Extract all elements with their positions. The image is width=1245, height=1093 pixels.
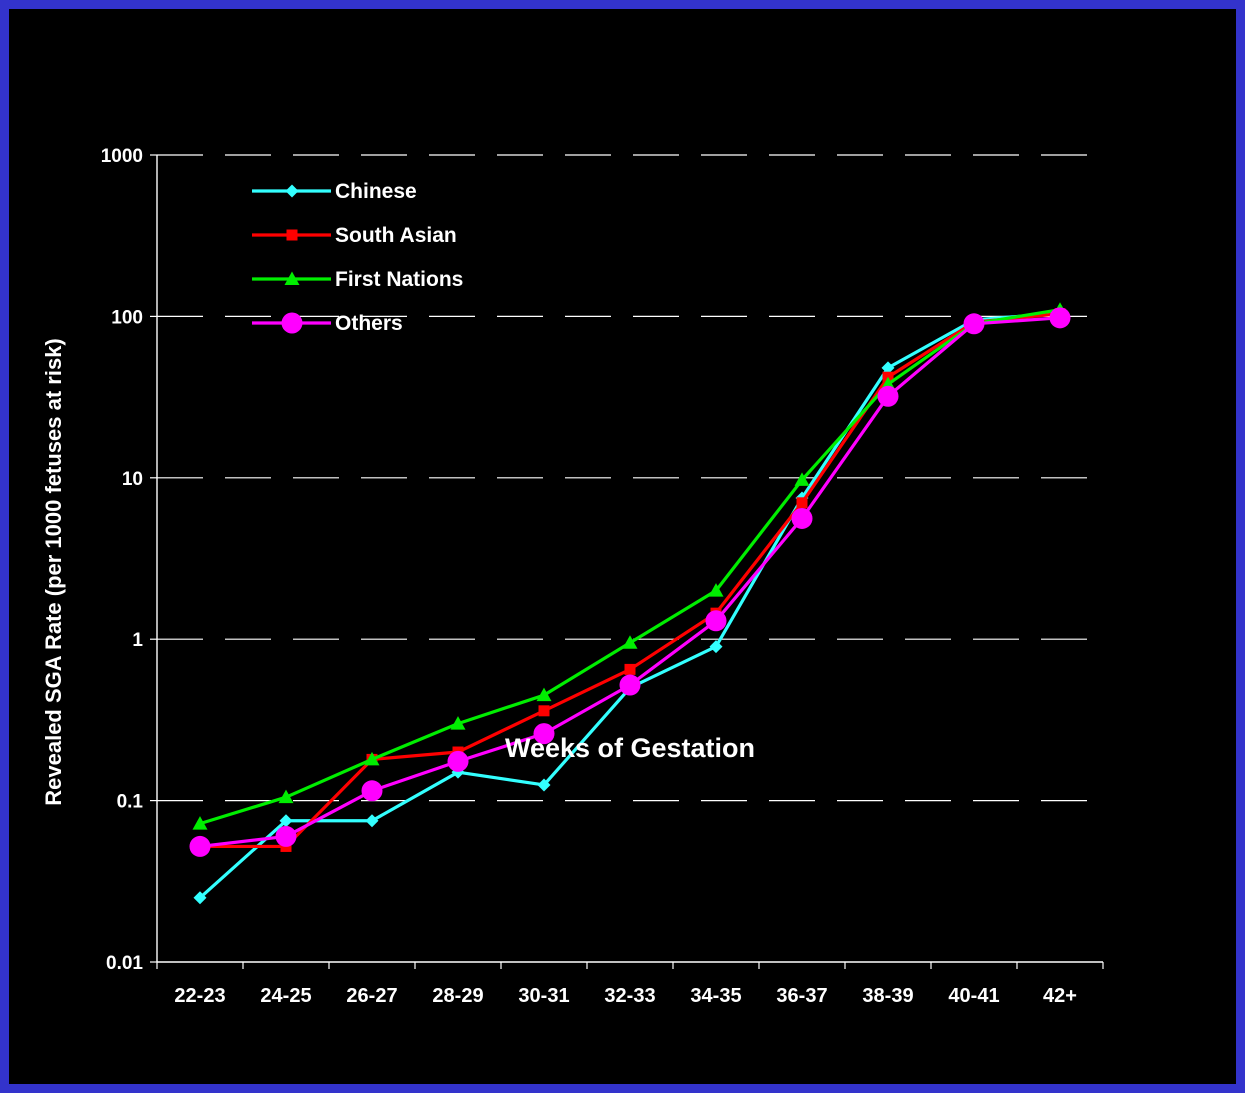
data-point	[450, 716, 466, 730]
data-point	[705, 610, 727, 632]
data-point	[284, 271, 300, 285]
y-tick-label: 0.1	[117, 792, 144, 813]
x-tick-label: 38-39	[862, 985, 913, 1007]
data-point	[193, 891, 207, 905]
data-point	[881, 361, 895, 375]
x-tick-label: 40-41	[948, 985, 999, 1007]
data-point	[364, 751, 380, 766]
x-tick-label: 22-23	[174, 985, 225, 1007]
legend: Chinese South Asian First Nations Others	[252, 180, 463, 335]
data-point	[791, 507, 813, 529]
data-point	[619, 674, 641, 696]
x-tick-label: 26-27	[346, 985, 397, 1007]
data-point	[278, 789, 294, 804]
y-tick-label: 1	[132, 630, 143, 651]
y-tick-label: 10	[122, 469, 143, 490]
sga-rate-line-chart: 0.01 0.1 1 10 100 1000 22-23 24-25 26-27 28-29 30-…	[41, 146, 1104, 1007]
data-point	[279, 814, 293, 828]
data-point	[538, 705, 550, 717]
data-point	[796, 497, 808, 509]
data-point	[622, 635, 638, 649]
data-point	[794, 472, 810, 486]
data-point	[361, 780, 383, 802]
data-point	[365, 814, 379, 828]
legend-label: Others	[335, 312, 403, 335]
data-point	[877, 385, 899, 407]
series-lines	[189, 302, 1071, 905]
series-line	[198, 311, 1061, 899]
x-axis-title: Weeks of Gestation	[505, 733, 755, 763]
data-point	[281, 312, 303, 334]
legend-entry: First Nations	[252, 268, 463, 291]
data-point	[533, 723, 555, 745]
axes: 0.01 0.1 1 10 100 1000 22-23 24-25 26-27 28-29 30-…	[101, 146, 1104, 1007]
data-point	[1049, 307, 1071, 329]
x-tick-label: 42+	[1043, 985, 1077, 1007]
data-point	[963, 313, 985, 335]
data-point	[286, 229, 298, 241]
legend-label: Chinese	[335, 180, 417, 203]
data-point	[708, 583, 724, 597]
series-line	[200, 312, 1061, 849]
data-point	[275, 825, 297, 847]
data-point	[537, 778, 551, 792]
y-axis-title: Revealed SGA Rate (per 1000 fetuses at r…	[41, 338, 66, 806]
data-point	[709, 640, 723, 654]
data-point	[285, 184, 299, 198]
x-tick-label: 30-31	[518, 985, 569, 1007]
y-tick-label: 1000	[101, 146, 143, 167]
gridlines	[157, 154, 1103, 802]
series-south-asian	[194, 308, 1066, 852]
chart-panel: 0.01 0.1 1 10 100 1000 22-23 24-25 26-27 28-29 30-…	[9, 9, 1236, 1084]
series-line	[199, 316, 1061, 849]
x-tick-label: 36-37	[776, 985, 827, 1007]
x-tick-label: 32-33	[604, 985, 655, 1007]
series-others	[189, 307, 1071, 857]
legend-label: South Asian	[335, 224, 457, 247]
y-tick-label: 0.01	[106, 953, 143, 974]
y-tick-label: 100	[111, 307, 143, 328]
x-tick-label: 28-29	[432, 985, 483, 1007]
data-point	[192, 816, 208, 830]
x-tick-label: 34-35	[690, 985, 741, 1007]
legend-entry: Others	[252, 312, 403, 335]
data-point	[189, 835, 211, 857]
x-tick-label: 24-25	[260, 985, 311, 1007]
data-point	[624, 663, 636, 675]
data-point	[447, 750, 469, 772]
legend-label: First Nations	[335, 268, 463, 291]
legend-entry: South Asian	[252, 224, 457, 247]
legend-entry: Chinese	[252, 180, 417, 203]
data-point	[536, 687, 552, 702]
